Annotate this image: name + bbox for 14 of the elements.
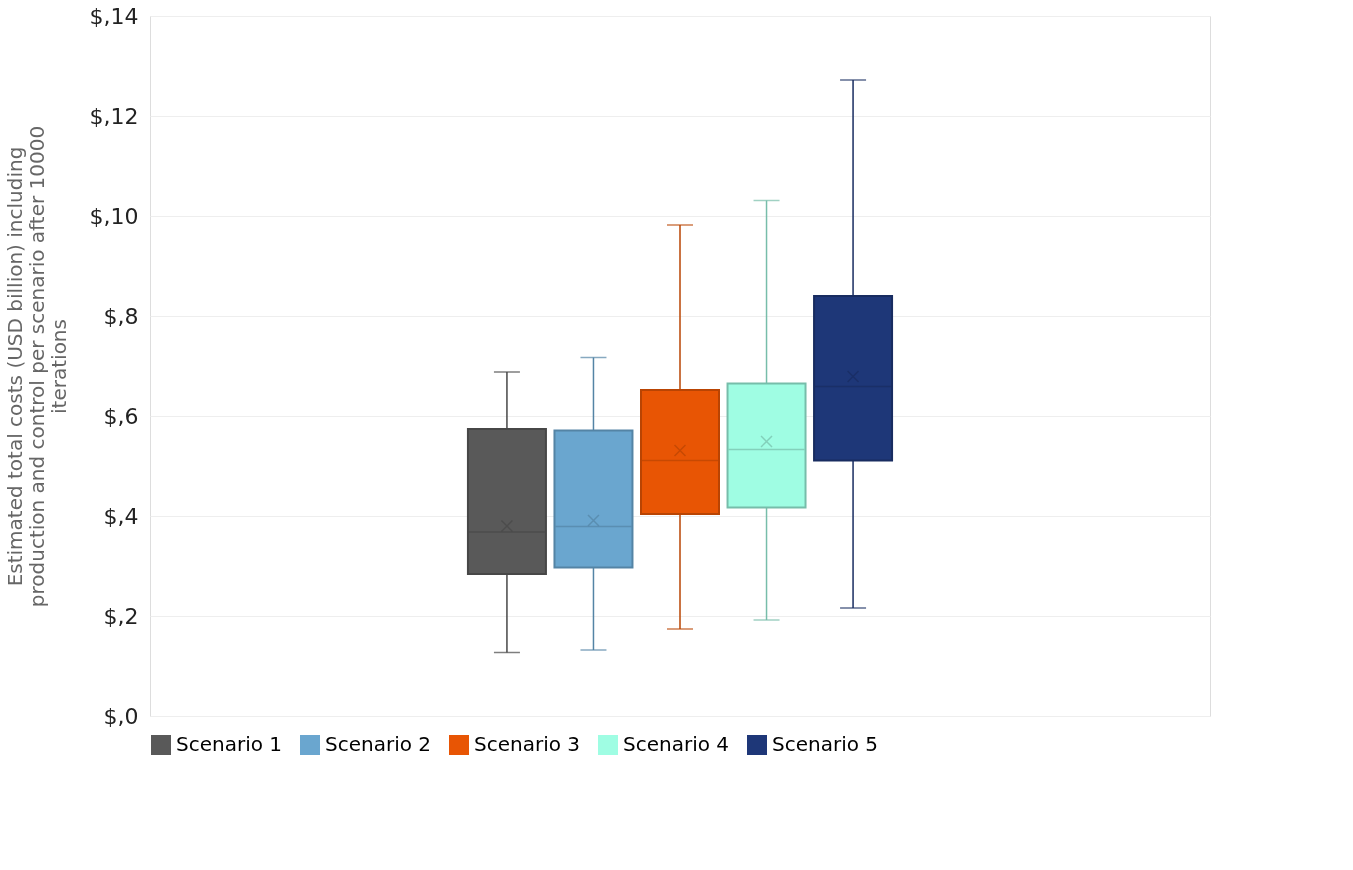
y-tick-label: $,6: [103, 403, 139, 429]
y-axis-title: Estimated total costs (USD billion) including production and control per scenario after 10000 iterations: [2, 125, 71, 608]
y-tick-label: $,14: [89, 3, 139, 29]
y-tick-label: $,8: [103, 303, 139, 329]
y-tick-label: $,10: [89, 203, 139, 229]
legend-label: Scenario 3: [474, 732, 581, 756]
y-tick-label: $,0: [103, 703, 139, 729]
legend-label: Scenario 4: [623, 732, 730, 756]
legend-label: Scenario 5: [772, 732, 879, 756]
y-tick-label: $,4: [103, 503, 139, 529]
y-tick-label: $,2: [103, 603, 139, 629]
legend-label: Scenario 1: [176, 732, 283, 756]
legend-label: Scenario 2: [325, 732, 432, 756]
y-tick-label: $,12: [89, 103, 139, 129]
